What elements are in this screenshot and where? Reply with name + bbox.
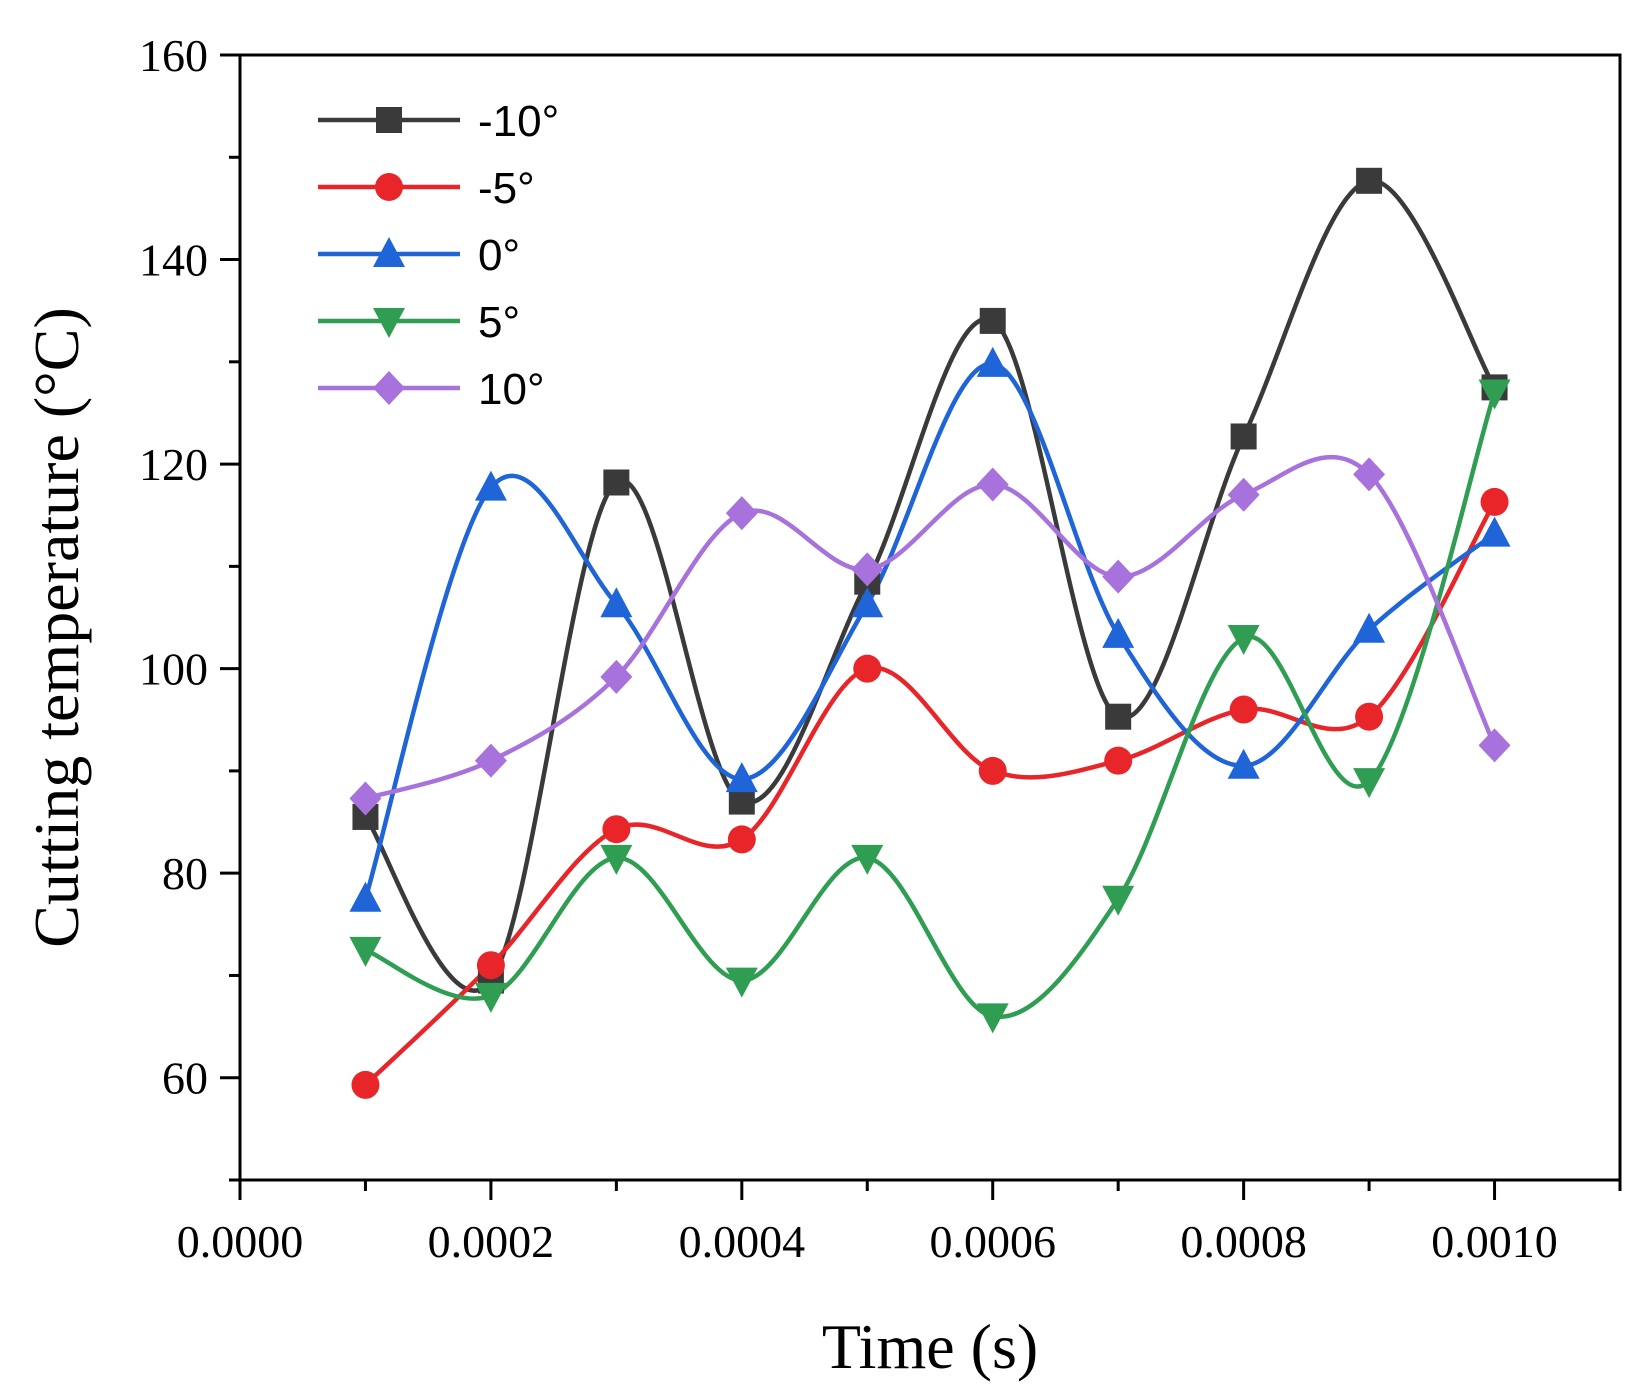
legend: -10° -5° 0° 5° 10°: [318, 97, 559, 414]
legend-label: 10°: [478, 365, 545, 414]
data-point: [602, 815, 631, 844]
series-line-1: [363, 500, 1497, 1087]
x-tick-label: 0.0004: [679, 1216, 806, 1267]
data-point: [600, 587, 633, 618]
legend-marker: [375, 173, 403, 201]
legend-marker: [373, 237, 405, 267]
x-tick-label: 0.0008: [1180, 1216, 1307, 1267]
y-axis-title: Cutting temperature (°C): [21, 307, 92, 948]
data-point: [349, 881, 382, 912]
data-point: [351, 1070, 380, 1099]
data-point: [1102, 885, 1135, 916]
x-tick-label: 0.0010: [1431, 1216, 1558, 1267]
data-point: [976, 346, 1009, 377]
x-tick-label: 0.0000: [177, 1216, 304, 1267]
data-point: [978, 756, 1007, 785]
y-tick-label: 60: [162, 1053, 208, 1104]
legend-marker: [376, 107, 402, 133]
data-point: [725, 496, 758, 531]
data-point: [725, 762, 758, 793]
series-curves: [363, 178, 1497, 1087]
data-point: [474, 743, 507, 778]
data-point: [1227, 624, 1260, 655]
data-point: [1353, 612, 1386, 643]
legend-marker: [373, 371, 405, 405]
x-tick-label: 0.0006: [929, 1216, 1056, 1267]
data-point: [976, 1003, 1009, 1034]
y-tick-label: 160: [139, 30, 208, 81]
series-line-0: [363, 178, 1497, 993]
data-point: [1353, 457, 1386, 492]
data-point: [603, 469, 630, 496]
data-point: [474, 470, 507, 501]
legend-marker: [373, 308, 405, 338]
data-point: [851, 552, 884, 587]
series-line-4: [364, 454, 1497, 801]
data-point: [476, 951, 505, 980]
data-point: [851, 587, 884, 618]
data-point: [728, 788, 755, 815]
data-point: [727, 825, 756, 854]
data-point: [349, 781, 382, 816]
data-point: [725, 967, 758, 998]
series-markers: [349, 167, 1511, 1099]
x-axis: 0.0000 0.0002 0.0004 0.0006 0.0008 0.0010: [177, 1180, 1622, 1267]
data-point: [1227, 477, 1260, 512]
data-point: [853, 654, 882, 683]
data-point: [1480, 487, 1509, 516]
x-axis-title: Time (s): [822, 1311, 1038, 1382]
data-point: [1478, 379, 1511, 410]
data-point: [1102, 559, 1135, 594]
data-point: [600, 659, 633, 694]
y-tick-label: 100: [139, 644, 208, 695]
data-point: [1229, 695, 1258, 724]
plot-frame: [238, 53, 1622, 1182]
y-tick-label: 140: [139, 235, 208, 286]
data-point: [1478, 728, 1511, 763]
y-tick-label: 120: [139, 439, 208, 490]
data-point: [1478, 516, 1511, 547]
legend-label: -10°: [478, 97, 559, 146]
series-line-2: [363, 361, 1496, 900]
x-tick-label: 0.0002: [428, 1216, 555, 1267]
data-point: [979, 307, 1006, 334]
data-point: [851, 844, 884, 875]
data-point: [474, 982, 507, 1013]
legend-label: 0°: [478, 231, 520, 280]
data-point: [349, 936, 382, 967]
data-point: [1356, 167, 1383, 194]
data-point: [976, 467, 1009, 502]
legend-label: -5°: [478, 164, 535, 213]
data-point: [1227, 748, 1260, 779]
data-point: [1102, 617, 1135, 648]
data-point: [1355, 702, 1384, 731]
data-point: [1104, 746, 1133, 775]
y-axis: 60 80 100 120 140 160: [139, 30, 240, 1182]
data-point: [1105, 703, 1132, 730]
data-point: [1353, 768, 1386, 799]
data-point: [1230, 423, 1257, 450]
data-point: [600, 844, 633, 875]
legend-label: 5°: [478, 298, 520, 347]
y-tick-label: 80: [162, 848, 208, 899]
